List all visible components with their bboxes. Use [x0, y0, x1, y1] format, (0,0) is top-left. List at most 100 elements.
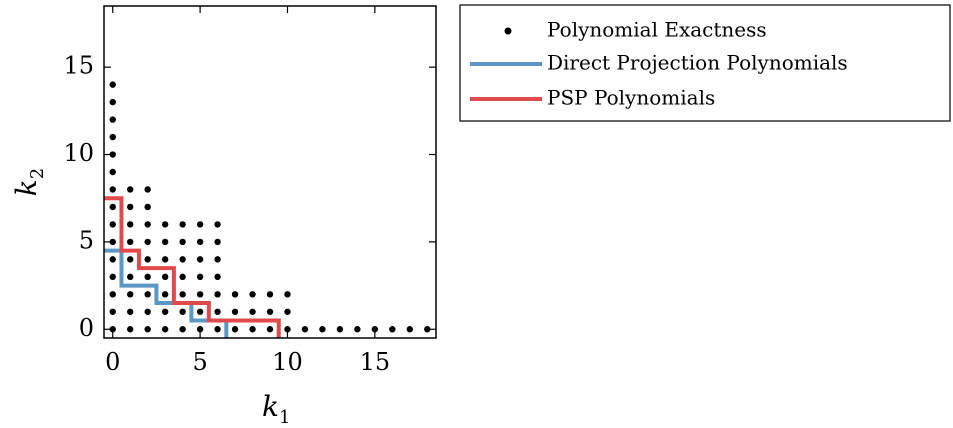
- exactness-point: [144, 203, 151, 211]
- exactness-point: [214, 221, 221, 228]
- exactness-points: [109, 81, 431, 333]
- exactness-point: [144, 221, 151, 228]
- exactness-point: [179, 221, 186, 228]
- x-tick-label: 5: [192, 348, 207, 376]
- exactness-point: [284, 326, 291, 333]
- exactness-point: [354, 326, 361, 333]
- exactness-point: [179, 308, 186, 315]
- y-axis-label-subscript: 2: [27, 168, 48, 179]
- legend-label-psp: PSP Polynomials: [547, 86, 715, 110]
- exactness-point: [249, 291, 256, 298]
- exactness-point: [266, 291, 274, 298]
- exactness-point: [196, 326, 204, 333]
- exactness-point: [231, 291, 239, 298]
- exactness-point: [179, 326, 186, 333]
- exactness-point: [109, 326, 116, 333]
- exactness-point: [249, 308, 256, 315]
- exactness-point: [127, 238, 134, 246]
- exactness-point: [336, 326, 344, 333]
- exactness-point: [109, 151, 116, 158]
- exactness-point: [144, 291, 151, 298]
- exactness-point: [231, 326, 239, 333]
- exactness-point: [196, 221, 204, 228]
- exactness-point: [127, 203, 134, 211]
- exactness-point: [127, 273, 134, 281]
- exactness-point: [161, 291, 169, 298]
- exactness-point: [284, 308, 291, 315]
- exactness-point: [231, 308, 239, 315]
- exactness-point: [109, 168, 116, 176]
- exactness-point: [144, 273, 151, 281]
- plot-frame: [103, 5, 437, 339]
- exactness-point: [196, 238, 204, 246]
- x-tick-label: 15: [360, 348, 391, 376]
- exactness-point: [284, 291, 291, 298]
- exactness-point: [109, 238, 116, 246]
- x-axis-label-subscript: 1: [279, 407, 290, 428]
- plot-area: 0 5 10 15 0 5 10 15: [63, 5, 437, 376]
- exactness-point: [144, 238, 151, 246]
- exactness-point: [319, 326, 326, 333]
- exactness-point: [109, 98, 116, 106]
- series-lines: [104, 196, 281, 338]
- exactness-point: [109, 81, 116, 88]
- exactness-point: [144, 326, 151, 333]
- legend: Polynomial Exactness Direct Projection P…: [459, 4, 951, 122]
- exactness-point: [214, 273, 221, 281]
- y-tick-label: 15: [63, 52, 94, 80]
- exactness-point: [144, 256, 151, 263]
- exactness-point: [144, 308, 151, 315]
- y-axis-label: k2: [10, 168, 48, 196]
- exactness-point: [214, 238, 221, 246]
- exactness-point: [161, 238, 169, 246]
- exactness-point: [406, 326, 413, 333]
- exactness-point: [127, 326, 134, 333]
- exactness-point: [109, 186, 116, 193]
- y-tick-label: 10: [63, 139, 94, 167]
- exactness-point: [161, 221, 169, 228]
- exactness-point: [109, 116, 116, 123]
- exactness-point: [109, 203, 116, 211]
- x-tick-label: 0: [105, 348, 120, 376]
- exactness-point: [179, 291, 186, 298]
- exactness-point: [161, 308, 169, 315]
- exactness-point: [161, 326, 169, 333]
- x-axis-label: k1: [262, 390, 290, 428]
- legend-marker-points: [504, 27, 512, 35]
- axis-ticks: 0 5 10 15 0 5 10 15: [63, 6, 436, 376]
- exactness-point: [214, 308, 221, 315]
- exactness-point: [109, 291, 116, 298]
- y-tick-label: 0: [79, 314, 94, 342]
- exactness-point: [144, 186, 151, 193]
- exactness-point: [214, 256, 221, 263]
- exactness-point: [127, 221, 134, 228]
- legend-label-direct: Direct Projection Polynomials: [547, 51, 848, 75]
- exactness-point: [127, 308, 134, 315]
- exactness-point: [109, 273, 116, 281]
- exactness-point: [109, 133, 116, 141]
- exactness-point: [266, 326, 274, 333]
- exactness-point: [196, 273, 204, 281]
- exactness-point: [109, 256, 116, 263]
- exactness-point: [214, 326, 221, 333]
- exactness-point: [179, 256, 186, 263]
- exactness-point: [127, 291, 134, 298]
- x-tick-label: 10: [272, 348, 303, 376]
- exactness-point: [127, 256, 134, 263]
- exactness-point: [161, 273, 169, 281]
- exactness-point: [196, 291, 204, 298]
- exactness-point: [371, 326, 379, 333]
- series-line-2: [104, 196, 281, 338]
- exactness-point: [109, 221, 116, 228]
- exactness-point: [214, 291, 221, 298]
- exactness-point: [249, 326, 256, 333]
- exactness-point: [179, 238, 186, 246]
- exactness-point: [127, 186, 134, 193]
- exactness-point: [196, 256, 204, 263]
- exactness-point: [196, 308, 204, 315]
- exactness-point: [179, 273, 186, 281]
- exactness-point: [266, 308, 274, 315]
- y-tick-label: 5: [79, 226, 94, 254]
- exactness-point: [389, 326, 396, 333]
